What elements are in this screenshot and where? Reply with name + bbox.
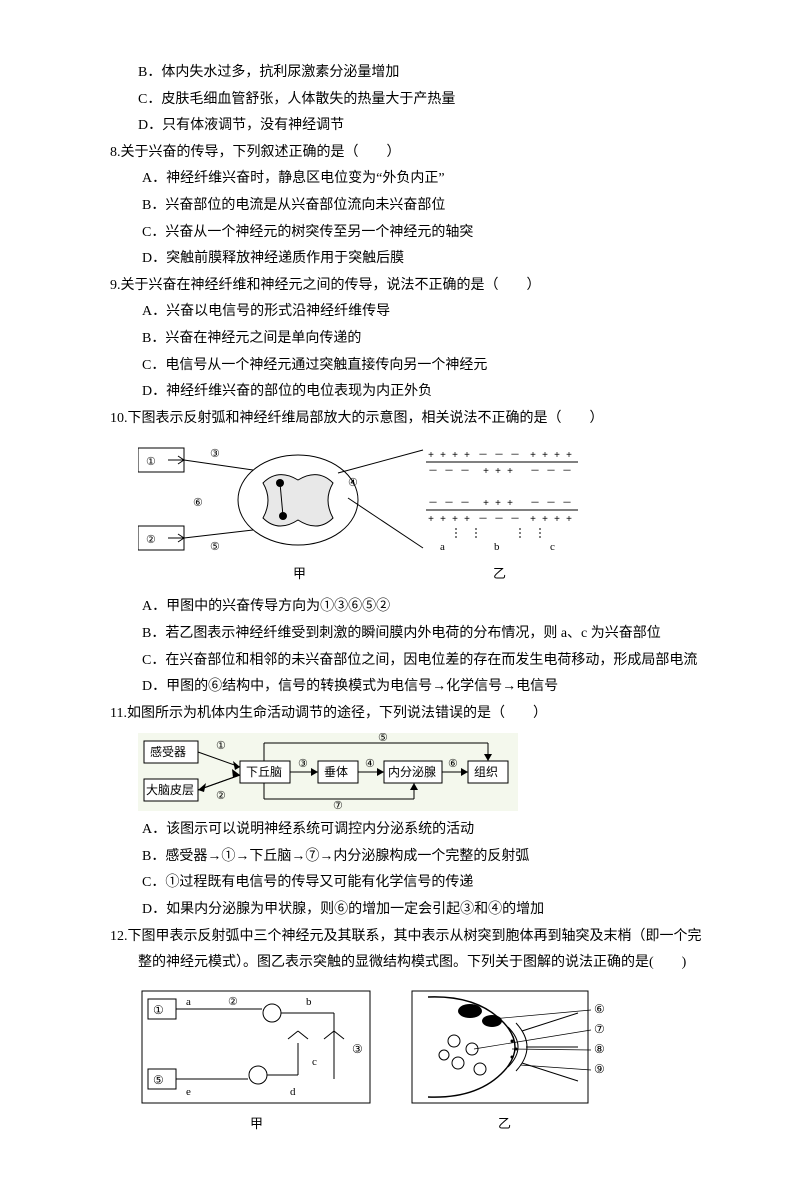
svg-text:d: d bbox=[290, 1086, 296, 1098]
svg-text:b: b bbox=[494, 541, 500, 553]
q10-opt-d: D．甲图的⑥结构中，信号的转换模式为电信号→化学信号→电信号 bbox=[110, 674, 710, 701]
svg-text:③: ③ bbox=[298, 758, 308, 770]
svg-text:+ + + +: + + + + bbox=[530, 515, 572, 526]
svg-text:乙: 乙 bbox=[498, 1116, 511, 1131]
svg-text:⑦: ⑦ bbox=[333, 800, 343, 811]
q12-stem-text: 12.下图甲表示反射弧中三个神经元及其联系，其中表示从树突到胞体再到轴突及末梢（… bbox=[110, 929, 702, 971]
q8-opt-a: A．神经纤维兴奋时，静息区电位变为“外负内正” bbox=[110, 166, 710, 193]
svg-text:内分泌腺: 内分泌腺 bbox=[388, 765, 436, 779]
q8-opt-b: B．兴奋部位的电流是从兴奋部位流向未兴奋部位 bbox=[110, 193, 710, 220]
svg-text:c: c bbox=[550, 541, 555, 553]
svg-text:⑤: ⑤ bbox=[210, 541, 220, 553]
q10-opt-c: C．在兴奋部位和相邻的未兴奋部位之间，因电位差的存在而发生电荷移动，形成局部电流 bbox=[110, 648, 710, 675]
q9-opt-c: C．电信号从一个神经元通过突触直接传向另一个神经元 bbox=[110, 353, 710, 380]
q11-opt-a: A．该图示可以说明神经系统可调控内分泌系统的活动 bbox=[110, 817, 710, 844]
q8-stem: 8.关于兴奋的传导，下列叙述正确的是（ ） bbox=[110, 140, 710, 167]
svg-text:+ + + +: + + + + bbox=[530, 451, 572, 462]
svg-text:⑥: ⑥ bbox=[193, 497, 203, 509]
svg-text:a: a bbox=[186, 996, 191, 1008]
svg-text:②: ② bbox=[146, 534, 156, 546]
svg-text:⑥: ⑥ bbox=[448, 758, 458, 770]
q11-stem: 11.如图所示为机体内生命活动调节的途径，下列说法错误的是（ ） bbox=[110, 701, 710, 728]
svg-text:④: ④ bbox=[348, 477, 358, 489]
svg-text:c: c bbox=[312, 1056, 317, 1068]
svg-text:⑧: ⑧ bbox=[594, 1042, 605, 1056]
svg-text:－ － －: － － － bbox=[478, 515, 520, 526]
svg-text:①: ① bbox=[146, 456, 156, 468]
svg-text:大脑皮层: 大脑皮层 bbox=[146, 783, 194, 797]
svg-text:⑨: ⑨ bbox=[594, 1062, 605, 1076]
q11-opt-b: B．感受器→①→下丘脑→⑦→内分泌腺构成一个完整的反射弧 bbox=[110, 844, 710, 871]
svg-text:下丘脑: 下丘脑 bbox=[246, 765, 282, 779]
svg-text:②: ② bbox=[228, 996, 238, 1008]
svg-text:⑤: ⑤ bbox=[378, 733, 388, 744]
q12-stem: 12.下图甲表示反射弧中三个神经元及其联系，其中表示从树突到胞体再到轴突及末梢（… bbox=[110, 924, 710, 977]
exam-page: B．体内失水过多，抗利尿激素分泌量增加 C．皮肤毛细血管舒张，人体散失的热量大于… bbox=[0, 0, 800, 1179]
q10-opt-a: A．甲图中的兴奋传导方向为①③⑥⑤② bbox=[110, 594, 710, 621]
option-c: C．皮肤毛细血管舒张，人体散失的热量大于产热量 bbox=[110, 87, 710, 114]
svg-text:垂体: 垂体 bbox=[324, 765, 348, 779]
svg-text:－ － －: － － － bbox=[428, 499, 470, 510]
svg-text:⑤: ⑤ bbox=[153, 1073, 164, 1087]
svg-text:－ － －: － － － bbox=[530, 499, 572, 510]
q10-opt-b: B．若乙图表示神经纤维受到刺激的瞬间膜内外电荷的分布情况，则 a、c 为兴奋部位 bbox=[110, 621, 710, 648]
svg-text:+ + +: + + + bbox=[483, 499, 513, 510]
q9-opt-d: D．神经纤维兴奋的部位的电位表现为内正外负 bbox=[110, 379, 710, 406]
svg-text:①: ① bbox=[153, 1003, 164, 1017]
option-d: D．只有体液调节，没有神经调节 bbox=[110, 113, 710, 140]
svg-text:+ + +: + + + bbox=[483, 467, 513, 478]
q9-opt-a: A．兴奋以电信号的形式沿神经纤维传导 bbox=[110, 299, 710, 326]
svg-text:②: ② bbox=[216, 790, 226, 802]
q10-stem: 10.下图表示反射弧和神经纤维局部放大的示意图，相关说法不正确的是（ ） bbox=[110, 406, 710, 433]
svg-text:③: ③ bbox=[352, 1042, 363, 1056]
option-b: B．体内失水过多，抗利尿激素分泌量增加 bbox=[110, 60, 710, 87]
q8-opt-d: D．突触前膜释放神经递质作用于突触后膜 bbox=[110, 246, 710, 273]
svg-text:⑥: ⑥ bbox=[594, 1002, 605, 1016]
svg-text:③: ③ bbox=[210, 448, 220, 460]
svg-text:甲: 甲 bbox=[293, 566, 306, 581]
q10-figure: ① ② ③ ⑤ ⑥ ④ 甲 bbox=[138, 438, 710, 588]
q9-opt-b: B．兴奋在神经元之间是单向传递的 bbox=[110, 326, 710, 353]
q11-opt-d: D．如果内分泌腺为甲状腺，则⑥的增加一定会引起③和④的增加 bbox=[110, 897, 710, 924]
q11-figure: 感受器 大脑皮层 下丘脑 垂体 内分泌腺 组织 ① ② ③ bbox=[138, 733, 710, 811]
svg-text:④: ④ bbox=[365, 758, 375, 770]
q9-stem: 9.关于兴奋在神经纤维和神经元之间的传导，说法不正确的是（ ） bbox=[110, 273, 710, 300]
svg-text:组织: 组织 bbox=[474, 765, 498, 779]
q8-opt-c: C．兴奋从一个神经元的树突传至另一个神经元的轴突 bbox=[110, 220, 710, 247]
svg-text:+ + + +: + + + + bbox=[428, 515, 470, 526]
q11-opt-c: C．①过程既有电信号的传导又可能有化学信号的传递 bbox=[110, 870, 710, 897]
svg-text:⑦: ⑦ bbox=[594, 1022, 605, 1036]
svg-text:甲: 甲 bbox=[250, 1116, 263, 1131]
svg-text:b: b bbox=[306, 996, 312, 1008]
q12-figure: ① ⑤ a ② b e c d ③ 甲 bbox=[138, 983, 710, 1133]
svg-text:感受器: 感受器 bbox=[150, 744, 186, 759]
svg-text:乙: 乙 bbox=[493, 566, 506, 581]
svg-text:+ + + +: + + + + bbox=[428, 451, 470, 462]
svg-text:－ － －: － － － bbox=[478, 451, 520, 462]
svg-text:－ － －: － － － bbox=[428, 467, 470, 478]
svg-text:a: a bbox=[440, 541, 445, 553]
svg-text:e: e bbox=[186, 1086, 191, 1098]
svg-text:－ － －: － － － bbox=[530, 467, 572, 478]
svg-text:①: ① bbox=[216, 740, 226, 752]
